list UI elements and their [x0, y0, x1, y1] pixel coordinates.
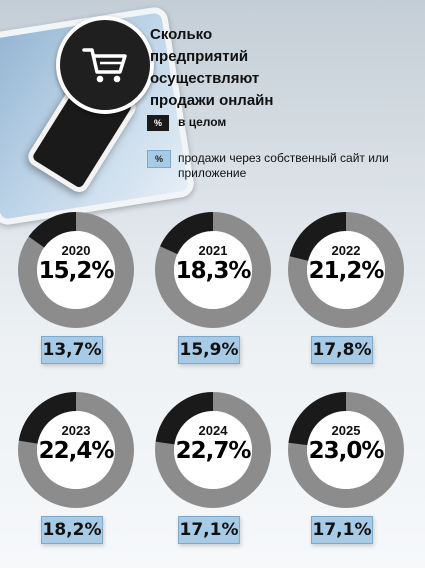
- own-site-percent-badge-2021: 15,9%: [178, 336, 240, 364]
- year-label: 2024: [198, 423, 228, 438]
- donut-chart-2022: 2022 21,2%: [288, 212, 404, 328]
- total-percent-label: 15,2%: [38, 258, 115, 284]
- own-site-percent-badge-2024: 17,1%: [178, 516, 240, 544]
- own-site-percent-badge-2022: 17,8%: [311, 336, 373, 364]
- donut-center: [37, 411, 115, 489]
- total-percent-label: 22,4%: [38, 438, 115, 464]
- donut-segment-2024: [155, 392, 213, 445]
- shopping-cart-icon: [82, 48, 127, 83]
- title-line: продажи онлайн: [150, 92, 274, 109]
- total-percent-label: 22,7%: [175, 438, 252, 464]
- donut-svg: [288, 212, 404, 328]
- donut-svg: [155, 212, 271, 328]
- donut-chart-2020: 2020 15,2%: [18, 212, 134, 328]
- year-label: 2022: [331, 243, 361, 258]
- own-site-percent-badge-2020: 13,7%: [41, 336, 103, 364]
- year-label: 2021: [198, 243, 228, 258]
- year-label: 2025: [331, 423, 361, 438]
- legend-swatch-total: %: [147, 115, 169, 131]
- donut-center: [174, 411, 252, 489]
- donut-chart-2023: 2023 22,4%: [18, 392, 134, 508]
- total-percent-label: 18,3%: [175, 258, 252, 284]
- legend-label-own-site: продажи через собственный сайт или прило…: [178, 151, 389, 180]
- donut-segment-2023: [18, 392, 76, 444]
- donut-center: [307, 231, 385, 309]
- legend-label-total: в целом: [178, 115, 227, 129]
- year-label: 2020: [61, 243, 91, 258]
- cart-badge: [56, 16, 154, 114]
- title-line: предприятий: [150, 48, 249, 65]
- donut-chart-2021: 2021 18,3%: [155, 212, 271, 328]
- donut-segment-2021: [160, 212, 213, 255]
- donut-segment-2022: [289, 212, 346, 261]
- total-percent-label: 23,0%: [308, 438, 385, 464]
- donut-chart-2025: 2025 23,0%: [288, 392, 404, 508]
- total-percent-label: 21,2%: [308, 258, 385, 284]
- own-site-percent-badge-2025: 17,1%: [311, 516, 373, 544]
- donut-segment-2025: [288, 392, 346, 446]
- legend-swatch-own-site: %: [147, 150, 171, 168]
- donut-center: [37, 231, 115, 309]
- donut-svg: [18, 392, 134, 508]
- own-site-percent-badge-2023: 18,2%: [41, 516, 103, 544]
- title-line: осуществляют: [150, 70, 260, 87]
- title-line: Сколько: [150, 26, 213, 43]
- donut-center: [307, 411, 385, 489]
- donut-segment-2020: [28, 212, 76, 248]
- donut-svg: [155, 392, 271, 508]
- year-label: 2023: [61, 423, 91, 438]
- page-title: Сколько предприятий осуществляют продажи…: [150, 24, 350, 112]
- donut-chart-2024: 2024 22,7%: [155, 392, 271, 508]
- donut-svg: [18, 212, 134, 328]
- donut-center: [174, 231, 252, 309]
- donut-svg: [288, 392, 404, 508]
